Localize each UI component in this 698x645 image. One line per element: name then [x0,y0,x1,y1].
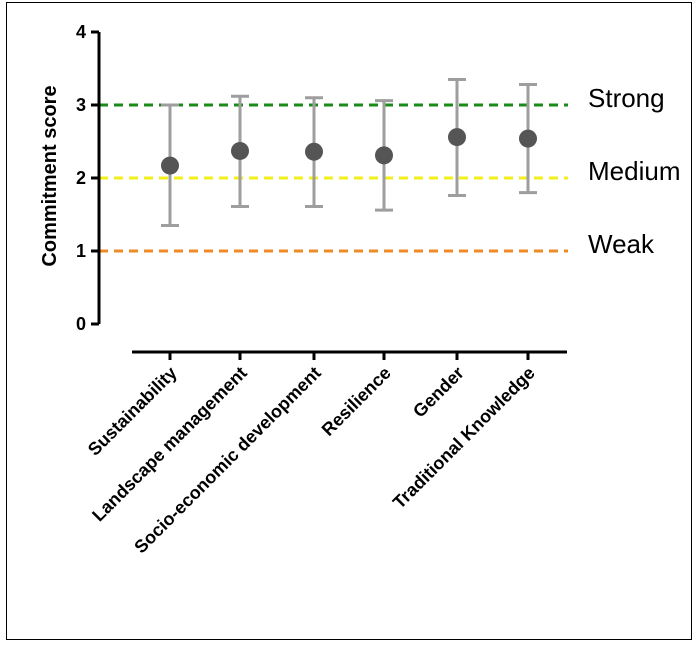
reference-label-medium: Medium [588,156,680,186]
reference-lines: Strong Medium Weak [99,83,680,259]
data-point-group-4 [448,77,466,198]
data-point-group-2 [305,96,323,208]
y-tick-label-4: 4 [76,22,86,42]
reference-label-weak: Weak [588,229,655,259]
data-point-4 [448,128,466,147]
data-point-2 [305,142,323,161]
data-series [161,77,537,227]
data-point-1 [231,141,249,160]
data-point-group-1 [231,94,249,208]
data-point-group-3 [375,99,393,212]
data-point-0 [161,156,179,175]
data-point-group-5 [519,83,537,195]
data-point-3 [375,146,393,165]
y-axis-label: Commitment score [39,85,61,266]
x-tick-label-5: Traditional Knowledge [389,363,539,513]
data-point-group-0 [161,103,179,227]
y-axis: 0 1 2 3 4 [76,22,101,334]
data-point-5 [519,129,537,148]
chart-frame [6,2,692,640]
y-tick-label-3: 3 [76,95,86,115]
reference-label-strong: Strong [588,83,665,113]
x-tick-label-3: Resilience [318,363,395,440]
x-tick-label-4: Gender [409,363,468,422]
y-tick-label-2: 2 [76,168,86,188]
y-tick-label-1: 1 [76,241,86,261]
y-tick-label-0: 0 [76,314,86,334]
